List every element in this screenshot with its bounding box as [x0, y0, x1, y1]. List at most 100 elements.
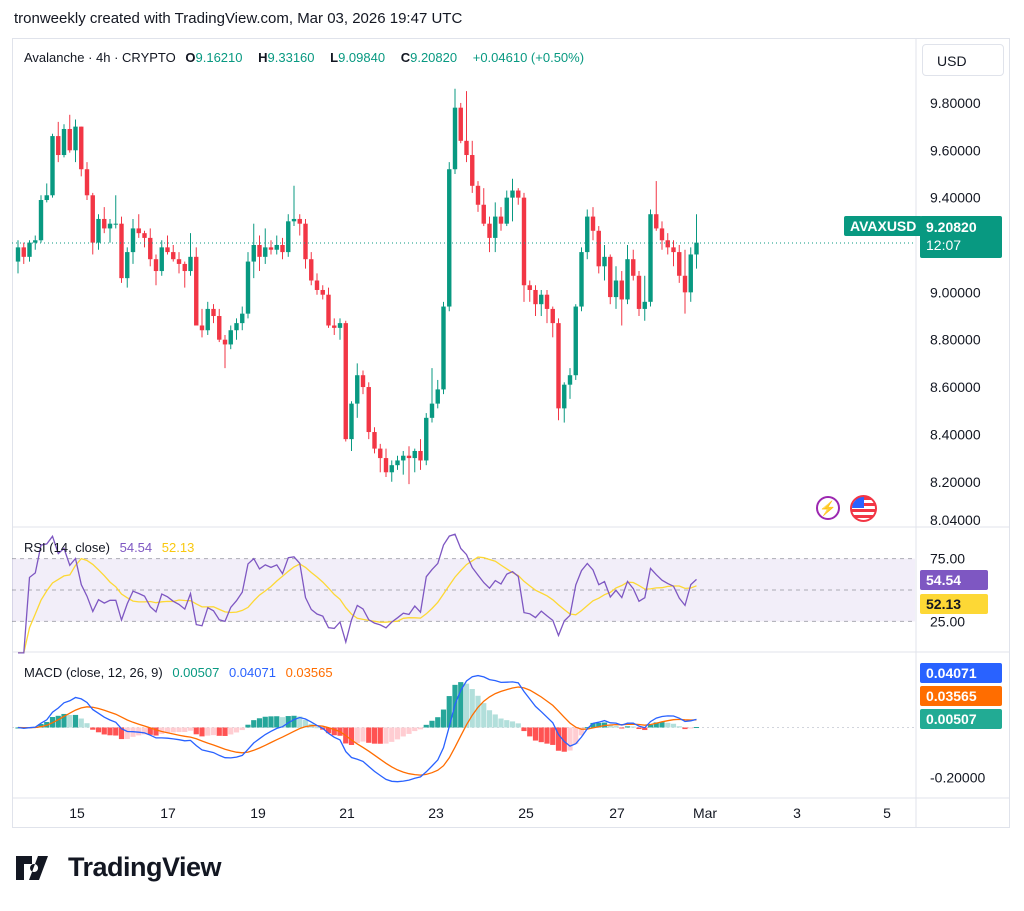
candle-body: [349, 403, 354, 440]
candle-body: [280, 244, 285, 253]
macd-hist-bar: [394, 727, 401, 740]
candle-body: [493, 216, 498, 238]
candle-body: [56, 136, 61, 156]
candle-body: [240, 313, 245, 324]
candle-body: [504, 197, 509, 224]
macd-hist-bar: [584, 727, 590, 729]
candle-body: [176, 259, 182, 264]
candle-body: [516, 190, 521, 198]
macd-hist-bar: [95, 727, 102, 733]
macd-hist-bar: [268, 716, 274, 728]
rsi-tag: 54.54: [920, 570, 988, 590]
macd-hist-bar: [389, 727, 395, 742]
candle-body: [38, 200, 44, 241]
macd-hist-bar: [596, 722, 602, 728]
candle-body: [510, 190, 515, 198]
candle-body: [424, 417, 429, 461]
open-value: 9.16210: [195, 50, 243, 65]
macd-hist-bar: [544, 727, 550, 744]
candle-body: [395, 460, 400, 466]
candle-body: [50, 136, 55, 196]
candle-body: [84, 169, 90, 196]
macd-hist-bar: [458, 682, 464, 728]
macd-hist-bar: [78, 718, 84, 728]
macd-hist-bar: [291, 715, 297, 728]
candle-body: [44, 195, 49, 201]
macd-hist-bar: [251, 720, 257, 728]
macd-hist-bar: [348, 727, 355, 745]
x-tick-label: 23: [428, 805, 444, 821]
countdown: 12:07: [926, 237, 962, 253]
macd-hist-bar: [670, 723, 677, 728]
rsi-line: [18, 533, 697, 654]
candle-body: [688, 254, 693, 293]
candle-body: [21, 247, 26, 257]
flash-icon[interactable]: ⚡: [816, 496, 840, 520]
x-tick-label: 3: [793, 805, 801, 821]
candle-body: [222, 339, 228, 345]
macd-hist-bar: [578, 727, 585, 736]
us-flag-icon[interactable]: [850, 495, 877, 522]
symbol-tag: AVAXUSD: [844, 216, 923, 236]
high-label: H: [258, 50, 268, 65]
x-tick-label: Mar: [693, 805, 717, 821]
candle-body: [590, 216, 596, 231]
x-tick-label: 5: [883, 805, 891, 821]
candle-body: [631, 259, 636, 276]
macd-hist-bar: [550, 727, 556, 745]
candle-body: [205, 308, 210, 331]
currency-button[interactable]: USD: [922, 44, 1004, 76]
macd-hist-bar: [366, 727, 372, 743]
candle-body: [585, 216, 590, 253]
chart-frame[interactable]: [12, 38, 1010, 828]
candle-body: [67, 128, 72, 151]
candle-body: [182, 263, 187, 272]
macd-signal-line: [17, 686, 697, 776]
candle-body: [636, 275, 642, 309]
candle-body: [297, 218, 302, 224]
candle-body: [671, 247, 676, 253]
candle-body: [366, 387, 371, 433]
macd-hist-bar: [72, 714, 79, 728]
macd-hist-bar: [440, 709, 447, 728]
candle-body: [125, 252, 130, 279]
macd-hist-bar: [84, 723, 90, 728]
macd-hist-bar: [141, 727, 148, 735]
macd-hist-bar: [279, 717, 286, 728]
macd-hist-bar: [314, 727, 320, 729]
macd-hist-bar: [665, 722, 671, 728]
price-tick-label: 9.80000: [930, 95, 981, 111]
macd-hist-bar: [630, 726, 636, 728]
macd-hist-bar: [297, 716, 303, 728]
macd-hist-bar: [210, 727, 217, 736]
change-value: +0.04610 (+0.50%): [472, 50, 585, 65]
macd-hist-bar: [377, 727, 383, 744]
rsi-ma-tag: 52.13: [920, 594, 988, 614]
macd-hist-bar: [492, 714, 498, 728]
tv-logo-icon: [16, 855, 48, 880]
macd-hist-bar: [371, 727, 378, 744]
macd-hist-bar: [256, 718, 263, 728]
price-tick-label: 8.60000: [930, 379, 981, 395]
rsi-tick-label: 75.00: [930, 551, 965, 567]
candle-body: [619, 280, 624, 300]
candle-body: [314, 280, 320, 290]
macd-hist-bar: [607, 725, 613, 728]
candle-body: [234, 323, 239, 331]
candle-body: [188, 256, 193, 272]
candle-body: [458, 107, 463, 141]
low-label: L: [330, 50, 339, 65]
price-tick-label: 8.80000: [930, 332, 981, 348]
macd-hist-bar: [274, 716, 280, 728]
candle-body: [608, 256, 613, 298]
candle-body: [79, 126, 84, 170]
candle-body: [107, 223, 113, 229]
macd-hist-bar: [642, 727, 648, 731]
symbol-line: Avalanche · 4h · CRYPTO: [24, 50, 176, 65]
rsi-ma-value: 52.13: [161, 540, 195, 555]
x-tick-label: 25: [518, 805, 534, 821]
macd-legend: MACD (close, 12, 26, 9) 0.00507 0.04071 …: [24, 665, 339, 680]
tradingview-logo: TradingView: [16, 852, 222, 883]
candle-body: [194, 256, 199, 326]
